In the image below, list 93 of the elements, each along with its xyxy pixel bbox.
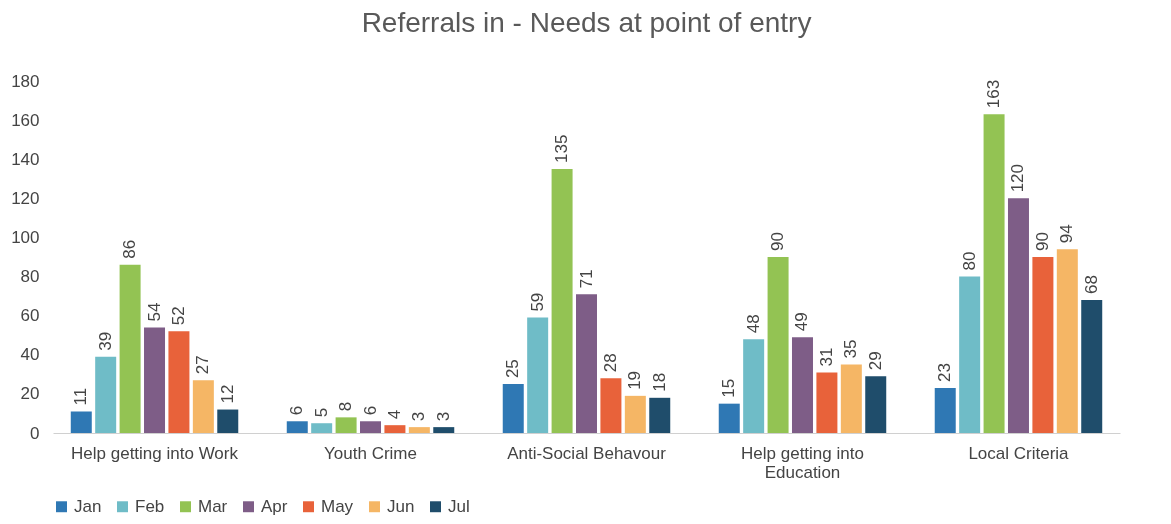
data-label: 8 [336, 401, 356, 412]
bar [1081, 300, 1103, 433]
y-tick-label: 60 [20, 306, 40, 326]
data-label: 120 [1008, 163, 1028, 193]
bar [983, 114, 1005, 433]
bar [1032, 257, 1054, 433]
bar [286, 421, 308, 433]
data-label: 5 [311, 407, 331, 418]
data-label: 59 [527, 292, 547, 312]
y-tick-label: 140 [11, 149, 40, 169]
bar [718, 403, 740, 433]
bar [576, 294, 597, 433]
data-label: 39 [95, 331, 115, 351]
data-label: 90 [1032, 232, 1052, 251]
x-tick-label: Youth Crime [324, 443, 417, 463]
y-tick-label: 160 [11, 110, 40, 130]
y-tick-label: 100 [11, 227, 40, 247]
bar [551, 169, 573, 433]
data-label: 86 [120, 239, 140, 259]
bar [119, 264, 141, 433]
data-label: 3 [433, 411, 453, 422]
data-label: 35 [841, 339, 861, 359]
y-tick-label: 180 [11, 71, 40, 91]
bar [217, 409, 239, 433]
x-tick-label: Anti-Social Behavour [507, 443, 667, 463]
y-tick-label: 40 [20, 345, 40, 365]
bar [502, 384, 524, 433]
data-label: 6 [287, 405, 307, 416]
legend-label: Apr [261, 496, 288, 516]
bar [527, 317, 549, 433]
legend-label: Jun [387, 496, 415, 516]
bar [934, 388, 956, 433]
data-label: 90 [768, 232, 788, 251]
y-tick-label: 0 [30, 423, 40, 443]
bar [816, 372, 838, 433]
bar [384, 425, 406, 433]
data-label: 54 [144, 302, 164, 322]
bar [408, 427, 430, 433]
x-tick-label: Help getting into Work [71, 443, 239, 463]
data-label: 163 [984, 79, 1004, 109]
bar [865, 376, 887, 433]
bar [168, 331, 190, 433]
x-tick-label: Help getting into Education [741, 443, 864, 482]
data-label: 94 [1057, 224, 1077, 244]
bar [144, 327, 166, 433]
data-label: 23 [935, 363, 955, 383]
data-label: 19 [625, 370, 645, 390]
data-label: 28 [600, 353, 620, 373]
data-label: 27 [193, 355, 213, 375]
data-label: 11 [71, 387, 91, 406]
bar [1056, 249, 1078, 433]
legend-label: May [321, 496, 354, 516]
bar [95, 356, 117, 433]
legend-label: Jan [74, 496, 102, 516]
chart-title: Referrals in - Needs at point of entry [361, 7, 812, 38]
bar [743, 339, 765, 433]
legend-label: Mar [198, 496, 228, 516]
bar [360, 421, 382, 433]
bar [70, 411, 92, 433]
y-tick-label: 120 [11, 188, 40, 208]
bar [959, 276, 981, 433]
bar [335, 417, 357, 433]
data-label: 4 [384, 409, 404, 420]
data-label: 52 [168, 306, 188, 326]
legend-label: Jul [448, 496, 470, 516]
bar [624, 395, 646, 433]
data-label: 135 [552, 134, 572, 163]
data-label: 18 [649, 372, 669, 392]
data-label: 49 [792, 312, 812, 332]
data-label: 15 [719, 378, 739, 398]
data-label: 48 [743, 314, 763, 334]
data-label: 25 [503, 359, 523, 379]
data-label: 6 [360, 405, 380, 416]
y-tick-label: 20 [20, 384, 40, 404]
bar [767, 257, 789, 433]
bar [649, 397, 671, 433]
legend-label: Feb [135, 496, 165, 516]
x-tick-label: Local Criteria [968, 443, 1070, 463]
data-label: 3 [409, 411, 429, 422]
data-label: 71 [576, 269, 596, 289]
y-tick-label: 80 [20, 267, 40, 287]
bar [840, 364, 862, 433]
data-label: 80 [959, 251, 979, 271]
data-label: 12 [217, 384, 237, 404]
bar [433, 427, 455, 433]
bar [1007, 198, 1029, 433]
data-label: 29 [865, 351, 885, 371]
data-label: 68 [1081, 275, 1101, 295]
bar [600, 378, 622, 433]
bar [192, 380, 214, 433]
bar [311, 423, 333, 433]
bar [791, 337, 813, 433]
data-label: 31 [816, 347, 836, 367]
